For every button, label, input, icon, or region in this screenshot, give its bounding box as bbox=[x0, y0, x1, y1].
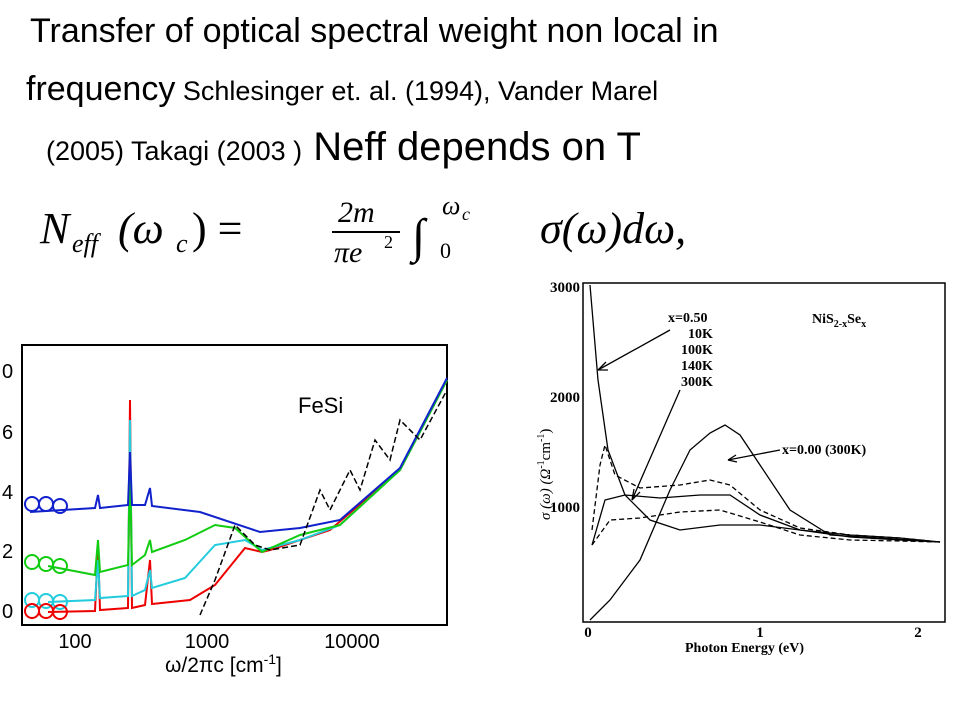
formula-part: ω bbox=[442, 191, 460, 220]
y-tick-label: 2 bbox=[2, 541, 13, 563]
title-part: frequency bbox=[26, 70, 175, 108]
formula-part: ) = bbox=[192, 204, 242, 253]
y-tick-label: 3000 bbox=[550, 280, 580, 296]
formula: N eff (ω c ) = 2m πe 2 ∫ ω c 0 σ(ω)dω, bbox=[39, 191, 686, 269]
x-tick-label: 10000 bbox=[324, 631, 380, 653]
y-tick-label: 4 bbox=[2, 482, 13, 504]
x-tick-label: 100 bbox=[58, 631, 91, 653]
label-part: NiS bbox=[812, 312, 834, 327]
label-part: -1 bbox=[536, 460, 547, 468]
title-line: (2005) Takagi (2003 ) Neff depends on T bbox=[46, 125, 641, 169]
arrow bbox=[597, 329, 671, 371]
formula-part: eff bbox=[72, 229, 102, 258]
y-axis-label: σ (ω) (Ω-1cm-1) bbox=[536, 429, 554, 520]
compound-label: NiS2-xSex bbox=[812, 312, 866, 330]
arrowhead bbox=[597, 361, 608, 371]
curves bbox=[24, 377, 448, 620]
curves bbox=[589, 284, 941, 621]
title-line: frequency Schlesinger et. al. (1994), Va… bbox=[26, 70, 658, 108]
y-tick-label: 6 bbox=[2, 422, 13, 444]
label-part: 2-x bbox=[834, 319, 847, 330]
formula-part: c bbox=[176, 229, 188, 258]
label-part: Se bbox=[847, 312, 861, 327]
formula-part: 0 bbox=[440, 238, 451, 263]
plot-frame bbox=[582, 282, 946, 623]
title-line: Transfer of optical spectral weight non … bbox=[30, 12, 719, 50]
formula-part: πe bbox=[334, 236, 362, 269]
formula-part: ∫ bbox=[409, 210, 428, 265]
formula-part: N bbox=[39, 204, 72, 253]
curve-300k bbox=[591, 509, 941, 546]
curve-blue bbox=[29, 377, 448, 534]
legend-label: 140K bbox=[681, 359, 713, 374]
title-part: Neff depends on T bbox=[313, 125, 641, 169]
curve-100k bbox=[591, 442, 941, 543]
label-part: ω/2πc [cm bbox=[165, 654, 264, 677]
x-tick-label: 2 bbox=[914, 625, 922, 641]
formula-part: 2m bbox=[338, 196, 375, 229]
x-axis-label: ω/2πc [cm-1] bbox=[165, 651, 282, 677]
left-figure: 0 6 4 2 0 100 1000 10000 ω/2πc [cm-1] Fe… bbox=[2, 344, 448, 677]
label-part: ] bbox=[276, 654, 282, 677]
label-part: ) bbox=[538, 429, 554, 434]
x-tick-label: 0 bbox=[584, 625, 592, 641]
y-tick-label: 2000 bbox=[550, 390, 580, 406]
curve-cyan bbox=[47, 379, 448, 603]
formula-part: 2 bbox=[384, 232, 393, 252]
label-part: σ (ω) (Ω bbox=[538, 469, 554, 520]
legend-label: 100K bbox=[681, 343, 713, 358]
arrowhead bbox=[727, 454, 738, 463]
figure-label: FeSi bbox=[298, 393, 343, 418]
label-part: cm bbox=[538, 442, 554, 461]
arrow bbox=[727, 449, 781, 461]
x-axis-label: Photon Energy (eV) bbox=[685, 641, 804, 656]
label-part: -1 bbox=[536, 434, 547, 442]
legend-label: x=0.50 bbox=[668, 311, 707, 326]
annotation: x=0.00 (300K) bbox=[782, 443, 867, 458]
legend-label: 300K bbox=[681, 375, 713, 390]
title-part bbox=[175, 76, 183, 106]
markers bbox=[24, 496, 68, 620]
y-tick-label: 0 bbox=[2, 601, 13, 623]
x-tick-label: 1 bbox=[756, 625, 764, 641]
x-tick-label: 1000 bbox=[185, 631, 230, 653]
formula-part: (ω bbox=[118, 204, 164, 253]
curve-x0 bbox=[589, 424, 941, 621]
label-part: x bbox=[861, 319, 866, 330]
curve-green bbox=[47, 379, 448, 577]
label-part: -1 bbox=[264, 651, 277, 667]
right-figure: 3000 2000 1000 0 1 2 0 Photon Energy (eV… bbox=[536, 280, 946, 656]
formula-part: c bbox=[462, 204, 470, 224]
arrow bbox=[631, 389, 681, 501]
curve-140k bbox=[591, 494, 941, 546]
title-part: Schlesinger et. al. (1994), Vander Marel bbox=[183, 76, 658, 106]
title-part bbox=[302, 125, 313, 169]
y-tick-label: 0 bbox=[2, 361, 13, 383]
arrowhead bbox=[631, 488, 641, 501]
y-tick-label: 1000 bbox=[550, 500, 580, 516]
plot-frame bbox=[21, 344, 448, 626]
title-part: (2005) Takagi (2003 ) bbox=[46, 136, 302, 166]
formula-part: σ(ω)dω, bbox=[540, 204, 686, 253]
legend-label: 10K bbox=[688, 327, 713, 342]
curve-dashed bbox=[199, 389, 448, 616]
